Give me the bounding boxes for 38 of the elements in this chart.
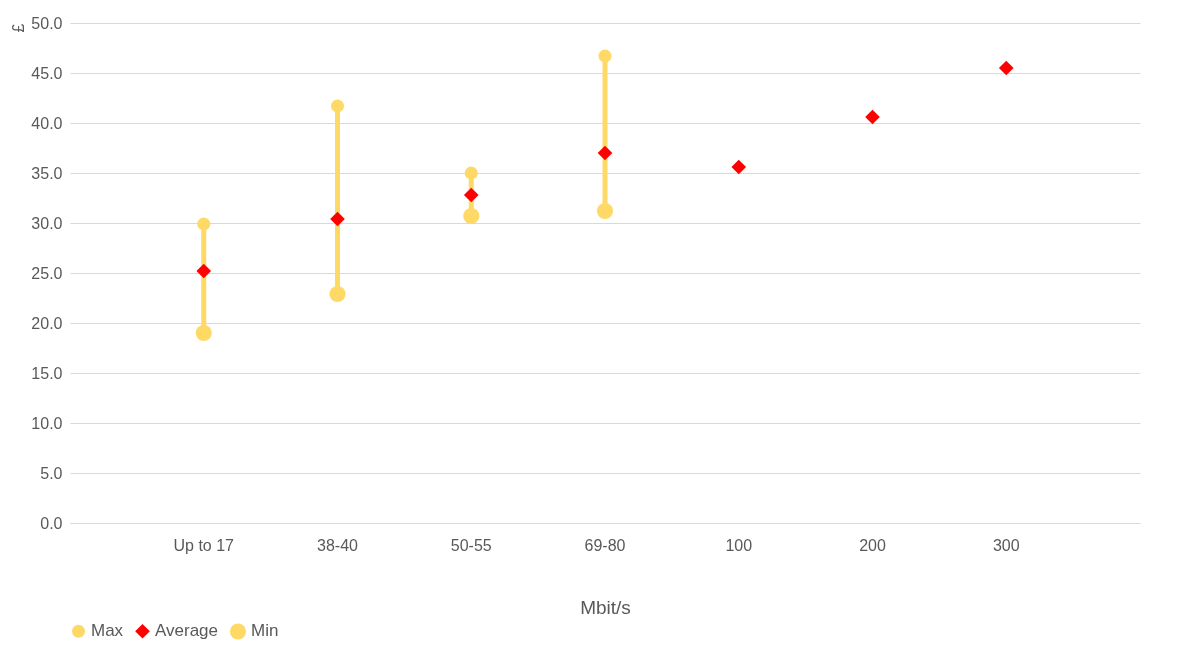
x-axis-title: Mbit/s [580, 596, 631, 618]
legend-label: Min [251, 621, 279, 641]
x-tick-label: 100 [725, 536, 753, 554]
legend-label: Average [155, 621, 219, 641]
point [329, 285, 346, 303]
y-tick-label: 5.0 [40, 464, 63, 482]
x-tick-label: 38-40 [317, 536, 359, 554]
point [330, 99, 345, 113]
point [731, 159, 747, 175]
point [464, 166, 478, 180]
x-tick-label: 200 [859, 536, 886, 554]
point [865, 109, 880, 125]
x-tick-label: 50-55 [450, 536, 492, 554]
y-tick-label: 15.0 [31, 364, 63, 382]
y-tick-label: 40.0 [31, 114, 63, 132]
point [596, 202, 614, 220]
y-tick-label: 35.0 [31, 164, 63, 182]
x-tick-label: Up to 17 [173, 536, 235, 554]
point [463, 207, 480, 225]
point [197, 217, 211, 231]
point [196, 263, 212, 279]
y-tick-label: 50.0 [31, 14, 63, 32]
y-tick-label: 45.0 [31, 64, 63, 82]
y-tick-label: 30.0 [31, 214, 63, 232]
point [330, 211, 345, 227]
point [463, 187, 479, 203]
y-tick-label: 0.0 [40, 514, 63, 532]
legend-label: Max [91, 621, 124, 641]
point [998, 60, 1014, 76]
y-axis-title: £ [10, 23, 28, 33]
point [195, 324, 212, 342]
x-tick-label: 69-80 [584, 536, 626, 554]
y-tick-label: 10.0 [31, 414, 63, 432]
x-tick-label: 300 [992, 536, 1020, 554]
point [597, 145, 613, 161]
point [598, 49, 612, 63]
y-tick-label: 20.0 [31, 314, 63, 332]
y-tick-label: 25.0 [31, 264, 63, 282]
